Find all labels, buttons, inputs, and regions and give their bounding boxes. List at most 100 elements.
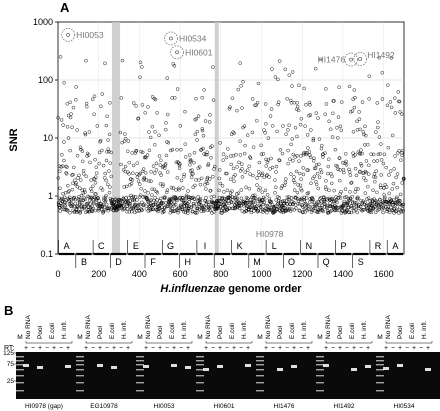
data-point [316,210,321,214]
data-point [175,147,179,152]
data-point [353,153,357,157]
data-point [74,98,78,102]
rt-sign: + [324,345,328,352]
data-point [207,120,212,124]
data-point [387,208,391,212]
data-point [238,61,242,65]
data-point [129,193,133,198]
data-point [362,176,366,180]
data-point [163,162,168,166]
data-point [231,130,235,134]
data-point [179,147,183,152]
data-point [269,199,273,204]
data-point [105,114,109,119]
lane-header-ecoli: E.coli [349,323,356,339]
data-point [305,133,310,137]
data-point [157,206,162,210]
data-point [304,196,309,200]
rt-sign: − [151,345,155,352]
data-point [301,166,305,170]
data-point [249,210,254,215]
data-point [257,160,262,165]
data-point [177,166,182,171]
data-point [221,158,225,162]
data-point [335,164,340,169]
data-point [150,193,154,197]
data-point [335,200,339,205]
data-point [243,170,247,174]
data-point [209,155,213,160]
data-point [170,147,175,152]
data-point [78,209,82,214]
data-point [295,101,299,105]
lane-header-pool: Pool [157,325,164,339]
data-point [255,100,260,105]
x-tick-label: 800 [213,269,228,279]
data-point [135,175,140,179]
annotation-circle-hi1492 [353,52,368,66]
data-point [360,151,364,156]
data-point [369,210,374,215]
data-point [228,105,232,109]
data-point [102,176,107,180]
data-point [349,210,354,215]
data-point [188,159,192,164]
data-point [127,210,132,214]
data-point [74,181,78,185]
data-point [129,181,134,186]
y-tick-label: 1 [48,191,53,201]
data-point [159,196,163,201]
data-point [58,55,63,59]
data-point [347,167,351,172]
data-point [83,131,87,135]
data-point [302,195,307,200]
lane-header-ecoli: E.coli [169,323,176,339]
data-point [147,179,151,183]
data-point [337,156,342,160]
rt-sign: + [158,345,162,352]
data-point [152,187,157,192]
x-tick-label: 1400 [333,269,353,279]
data-point [188,157,193,162]
data-point [73,178,77,182]
data-point [170,197,174,202]
data-point [150,124,155,129]
data-point [65,102,69,106]
data-point [378,151,382,156]
data-point [343,187,348,191]
rt-sign: − [239,345,243,352]
data-point [64,171,69,176]
data-point [348,110,353,114]
data-point [356,204,361,209]
data-point [60,164,65,168]
data-point [152,143,157,147]
data-point [312,174,317,179]
data-point [123,132,127,136]
data-point [107,132,112,137]
data-point [94,192,98,196]
data-point [247,164,251,169]
data-point [212,210,216,214]
data-point [260,171,265,176]
data-point [164,127,168,132]
data-point [128,199,133,203]
data-point [68,210,72,215]
data-point [308,153,312,157]
data-point [361,199,365,204]
annotation-point-hi1492 [358,57,363,61]
lane-bracket [385,341,433,344]
rt-sign: + [98,345,102,352]
data-point [150,207,155,211]
data-point [108,101,112,105]
lane-header-ecoli: E.coli [409,323,416,339]
data-point [206,162,211,166]
lane-bracket [325,341,373,344]
ladder-band [196,375,204,377]
rt-sign: − [179,345,183,352]
data-point [270,67,274,71]
data-point [311,136,316,141]
ladder-band [136,356,144,358]
data-point [378,183,383,187]
data-point [248,155,252,159]
